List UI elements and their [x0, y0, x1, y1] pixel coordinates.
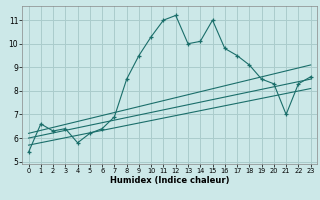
X-axis label: Humidex (Indice chaleur): Humidex (Indice chaleur)	[110, 176, 229, 185]
